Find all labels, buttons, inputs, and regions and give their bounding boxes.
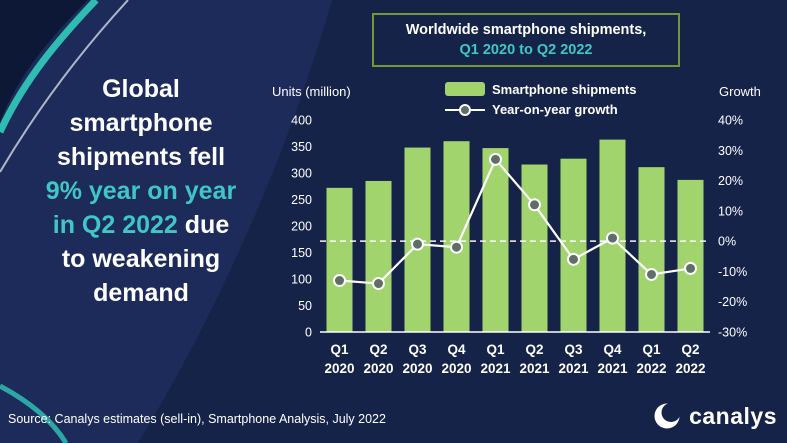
bar-Q2-2022	[677, 179, 704, 332]
left-axis-tick: 250	[291, 193, 312, 207]
right-axis-tick: -30%	[718, 326, 747, 340]
left-axis-title: Units (million)	[272, 84, 351, 99]
x-tick-quarter: Q3	[564, 342, 583, 357]
growth-marker-Q2-2021	[528, 198, 541, 212]
x-tick-quarter: Q4	[603, 342, 622, 357]
canalys-logo-icon	[654, 403, 681, 429]
right-axis-tick: 0%	[718, 235, 736, 249]
right-axis-tick: -10%	[718, 265, 747, 279]
headline-line: in Q2 2022 due	[52, 211, 230, 239]
left-axis-tick: 300	[291, 167, 312, 181]
headline-line: shipments fell	[56, 143, 226, 171]
left-axis-tick: 400	[291, 114, 312, 128]
bar-Q4-2020	[443, 141, 470, 332]
growth-marker-Q4-2020	[450, 240, 463, 254]
chart-title-line1: Worldwide smartphone shipments,	[405, 22, 647, 38]
x-tick-quarter: Q1	[486, 342, 505, 357]
x-tick-quarter: Q2	[369, 342, 387, 357]
growth-marker-Q1-2020	[333, 274, 346, 288]
x-tick-year: 2022	[636, 361, 666, 376]
right-axis-title: Growth	[719, 84, 761, 99]
growth-line	[339, 157, 691, 285]
growth-marker-Q2-2020	[372, 277, 385, 291]
shipments-growth-chart: Units (million) Growth 0 50 100 150 200 250 300 3…	[272, 82, 761, 376]
left-axis-tick: 350	[291, 140, 312, 154]
right-axis-tick: 30%	[718, 144, 743, 158]
growth-marker-Q3-2021	[567, 252, 580, 266]
x-tick-year: 2020	[324, 361, 354, 376]
x-tick-year: 2020	[363, 361, 393, 376]
left-axis-tick: 200	[291, 220, 312, 234]
x-tick-quarter: Q1	[642, 342, 661, 357]
x-tick-year: 2020	[402, 361, 432, 376]
source-note: Source: Canalys estimates (sell-in), Sma…	[8, 412, 386, 426]
x-tick-year: 2020	[441, 361, 471, 376]
headline-line: to weakening	[61, 245, 221, 273]
bar-Q1-2020	[326, 187, 353, 332]
headline-line: 9% year on year	[45, 177, 237, 205]
legend-bar-swatch	[445, 82, 485, 96]
headline-line: demand	[93, 279, 189, 307]
growth-marker-Q1-2021	[489, 152, 502, 166]
left-axis-tick: 150	[291, 246, 312, 260]
legend-line-label: Year-on-year growth	[492, 102, 618, 117]
chart-title-box: Worldwide smartphone shipments, Q1 2020 …	[372, 13, 680, 67]
bar-Q2-2021	[521, 164, 548, 332]
legend-bar-label: Smartphone shipments	[492, 82, 636, 97]
headline-line: smartphone	[69, 109, 213, 137]
x-tick-quarter: Q3	[408, 342, 427, 357]
bar-Q1-2021	[482, 148, 509, 332]
headline-line: Global	[102, 75, 180, 103]
x-tick-quarter: Q4	[447, 342, 466, 357]
right-axis-tick: 20%	[718, 174, 743, 188]
left-axis-tick: 50	[298, 299, 312, 313]
headline: Global smartphone shipments fell 9% year on…	[12, 72, 270, 310]
bar-Q2-2020	[365, 180, 392, 332]
left-axis-tick: 100	[291, 273, 312, 287]
x-tick-year: 2022	[675, 361, 705, 376]
bar-Q1-2022	[638, 167, 665, 332]
x-tick-year: 2021	[597, 361, 628, 376]
right-axis-tick: -20%	[718, 295, 747, 309]
x-tick-year: 2021	[519, 361, 550, 376]
x-tick-quarter: Q2	[681, 342, 699, 357]
growth-marker-Q2-2022	[684, 261, 697, 275]
chart-title-line2: Q1 2020 to Q2 2022	[459, 42, 593, 58]
growth-marker-Q3-2020	[411, 237, 424, 251]
x-tick-quarter: Q2	[525, 342, 543, 357]
x-tick-year: 2021	[480, 361, 511, 376]
canalys-logo: canalys	[652, 401, 777, 431]
right-axis-tick: 10%	[718, 204, 743, 218]
legend-line-marker	[459, 104, 471, 116]
growth-marker-Q4-2021	[606, 231, 619, 245]
left-axis-tick: 0	[305, 326, 312, 340]
growth-marker-Q1-2022	[645, 267, 658, 281]
x-tick-quarter: Q1	[330, 342, 349, 357]
right-axis-tick: 40%	[718, 114, 743, 128]
x-tick-year: 2021	[558, 361, 589, 376]
canalys-logo-text: canalys	[689, 402, 777, 429]
